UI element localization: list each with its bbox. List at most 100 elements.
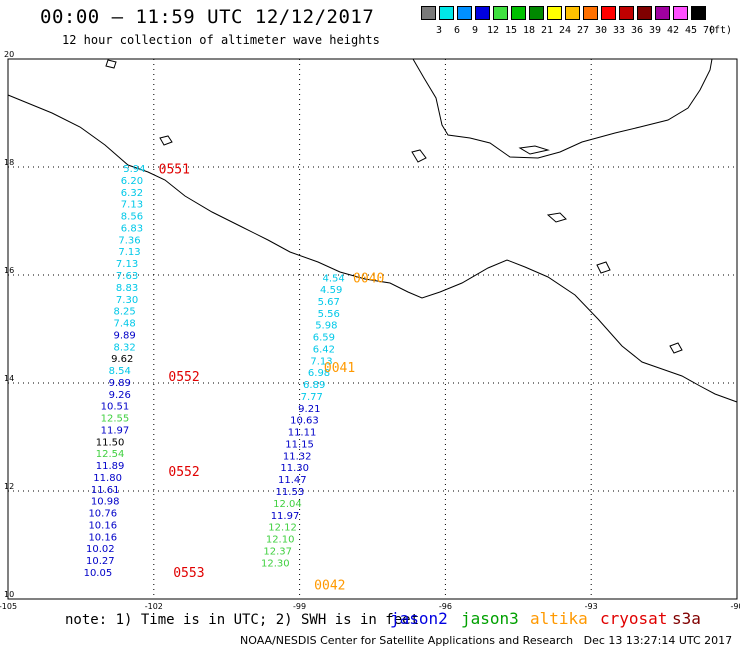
lat-tick-label: 10	[4, 590, 14, 599]
scale-label: 33	[612, 25, 626, 36]
wave-height-reading: 10.05	[84, 568, 113, 579]
wave-height-reading: 11.11	[288, 428, 317, 439]
lat-tick-label: 12	[4, 482, 14, 491]
wave-height-reading: 12.10	[266, 535, 295, 546]
scale-label: 70	[702, 25, 716, 36]
map-frame	[7, 58, 738, 600]
wave-height-reading: 11.15	[285, 439, 314, 450]
wave-height-reading: 5.98	[315, 321, 337, 332]
wave-height-reading: 11.47	[278, 475, 307, 486]
wave-height-reading: 6.89	[303, 380, 325, 391]
satellite-name: s3a	[672, 609, 701, 628]
wave-height-reading: 10.51	[101, 402, 130, 413]
coastline	[7, 58, 738, 403]
scale-swatch	[475, 6, 490, 20]
scale-swatch	[529, 6, 544, 20]
wave-height-reading: 6.98	[308, 368, 330, 379]
lon-tick-label: -90	[730, 602, 740, 611]
wave-height-reading: 11.32	[283, 451, 312, 462]
scale-label: 36	[630, 25, 644, 36]
wave-height-reading: 9.89	[109, 378, 131, 389]
wave-height-reading: 11.61	[91, 485, 120, 496]
wave-height-reading: 10.02	[86, 544, 115, 555]
lon-tick-label: -102	[145, 602, 163, 611]
island-1	[411, 149, 427, 163]
wave-height-reading: 10.63	[290, 416, 319, 427]
scale-swatch	[691, 6, 706, 20]
pass-time-label: 0040	[353, 272, 384, 287]
scale-label: 24	[558, 25, 572, 36]
wave-height-reading: 12.04	[273, 499, 302, 510]
wave-height-reading: 9.89	[114, 330, 136, 341]
satellite-name: jason2	[390, 609, 448, 628]
wave-height-reading: 9.26	[109, 390, 131, 401]
scale-swatch	[547, 6, 562, 20]
wave-height-reading: 7.77	[301, 392, 323, 403]
pass-time-label: 0552	[168, 370, 199, 385]
wave-height-reading: 11.97	[271, 511, 300, 522]
wave-height-reading: 8.83	[116, 283, 138, 294]
pass-time-label: 0042	[314, 578, 345, 593]
scale-label: 30	[594, 25, 608, 36]
wave-height-reading: 6.42	[313, 344, 335, 355]
wave-height-reading: 8.56	[121, 212, 143, 223]
units-note: note: 1) Time is in UTC; 2) SWH is in fe…	[65, 612, 420, 628]
lon-tick-label: -96	[439, 602, 452, 611]
scale-label: 42	[666, 25, 680, 36]
wave-height-reading: 6.20	[121, 176, 143, 187]
wave-height-reading: 11.53	[276, 487, 305, 498]
wave-height-reading: 4.54	[322, 274, 344, 285]
wave-height-reading: 5.56	[318, 309, 340, 320]
wave-height-reading: 12.54	[96, 449, 125, 460]
wave-height-reading: 12.30	[261, 558, 290, 569]
scale-swatch	[655, 6, 670, 20]
scale-label: 9	[471, 25, 479, 36]
wave-height-reading: 5.94	[123, 164, 145, 175]
island-6	[669, 342, 683, 354]
satellite-name: altika	[530, 609, 588, 628]
credit-center: NOAA/NESDIS Center for Satellite Applica…	[240, 634, 574, 647]
wave-height-reading: 4.59	[320, 285, 342, 296]
wave-height-reading: 6.32	[121, 188, 143, 199]
wave-height-reading: 10.16	[88, 520, 117, 531]
wave-height-reading: 9.21	[298, 404, 320, 415]
wave-height-reading: 7.13	[116, 259, 138, 270]
lon-tick-label: -99	[293, 602, 306, 611]
pass-time-label: 0551	[159, 163, 190, 178]
wave-height-reading: 8.32	[114, 342, 136, 353]
map-title: 00:00 – 11:59 UTC 12/12/2017	[40, 6, 375, 28]
scale-swatch	[619, 6, 634, 20]
scale-swatch	[601, 6, 616, 20]
scale-swatch	[565, 6, 580, 20]
wave-height-reading: 10.16	[88, 532, 117, 543]
lat-tick-label: 16	[4, 266, 14, 275]
wave-height-reading: 5.67	[318, 297, 340, 308]
satellite-name: cryosat	[600, 609, 668, 628]
wave-height-reading: 11.89	[96, 461, 125, 472]
island-2	[546, 212, 567, 223]
wave-height-reading: 12.37	[263, 546, 292, 557]
scale-swatch	[637, 6, 652, 20]
wave-height-reading: 12.12	[268, 523, 297, 534]
wave-height-reading: 9.62	[111, 354, 133, 365]
wave-height-reading: 6.83	[121, 223, 143, 234]
axis-labels: -105 -102 -99 -96 -93 -90 20 18 16 14 12 10	[0, 50, 740, 611]
lat-tick-label: 18	[4, 158, 14, 167]
scale-label: 27	[576, 25, 590, 36]
satellite-name: jason3	[461, 609, 519, 628]
wave-height-reading: 7.36	[118, 235, 140, 246]
wave-height-reading: 7.13	[310, 356, 332, 367]
pass-time-label: 0553	[173, 566, 204, 581]
scale-swatch	[439, 6, 454, 20]
pass-time-label: 0552	[168, 465, 199, 480]
scale-label: 3	[435, 25, 443, 36]
lon-tick-label: -105	[0, 602, 17, 611]
scale-label: 18	[522, 25, 536, 36]
wave-height-reading: 10.76	[88, 509, 117, 520]
lon-tick-label: -93	[585, 602, 598, 611]
wave-height-reading: 7.30	[116, 295, 138, 306]
scale-label: 39	[648, 25, 662, 36]
wave-height-reading: 8.25	[114, 307, 136, 318]
wave-height-reading: 7.48	[114, 319, 136, 330]
